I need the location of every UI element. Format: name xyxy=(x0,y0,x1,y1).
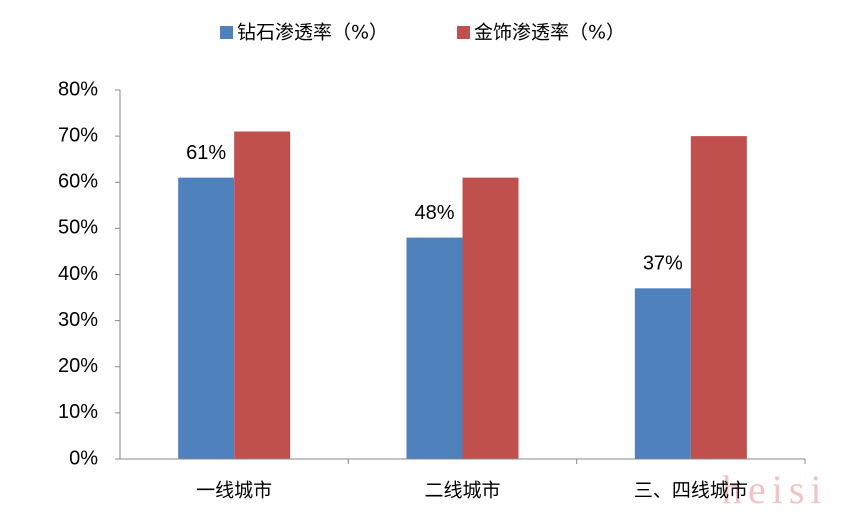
y-tick-label: 70% xyxy=(58,124,98,146)
bar xyxy=(462,177,519,459)
legend-swatch xyxy=(457,26,470,39)
data-label: 37% xyxy=(643,253,683,275)
y-tick-label: 50% xyxy=(58,217,98,239)
bar xyxy=(634,288,691,459)
y-tick-label: 20% xyxy=(58,355,98,377)
data-label: 48% xyxy=(414,202,454,224)
y-tick-label: 60% xyxy=(58,171,98,193)
y-tick-label: 10% xyxy=(58,401,98,423)
y-tick-label: 80% xyxy=(58,78,98,100)
x-tick-label: 二线城市 xyxy=(424,480,500,502)
legend-swatch xyxy=(220,26,233,39)
bar xyxy=(234,131,291,459)
watermark: heisi xyxy=(722,467,828,512)
bar xyxy=(178,177,235,459)
legend-label: 钻石渗透率（%） xyxy=(237,22,388,44)
bar xyxy=(690,136,747,459)
legend-label: 金饰渗透率（%） xyxy=(474,22,625,44)
y-tick-label: 30% xyxy=(58,309,98,331)
x-tick-label: 一线城市 xyxy=(196,480,272,502)
x-tick-label: 三、四线城市 xyxy=(634,480,748,502)
y-tick-label: 40% xyxy=(58,263,98,285)
data-label: 61% xyxy=(186,142,226,164)
bar xyxy=(406,237,463,459)
y-tick-label: 0% xyxy=(69,447,98,469)
